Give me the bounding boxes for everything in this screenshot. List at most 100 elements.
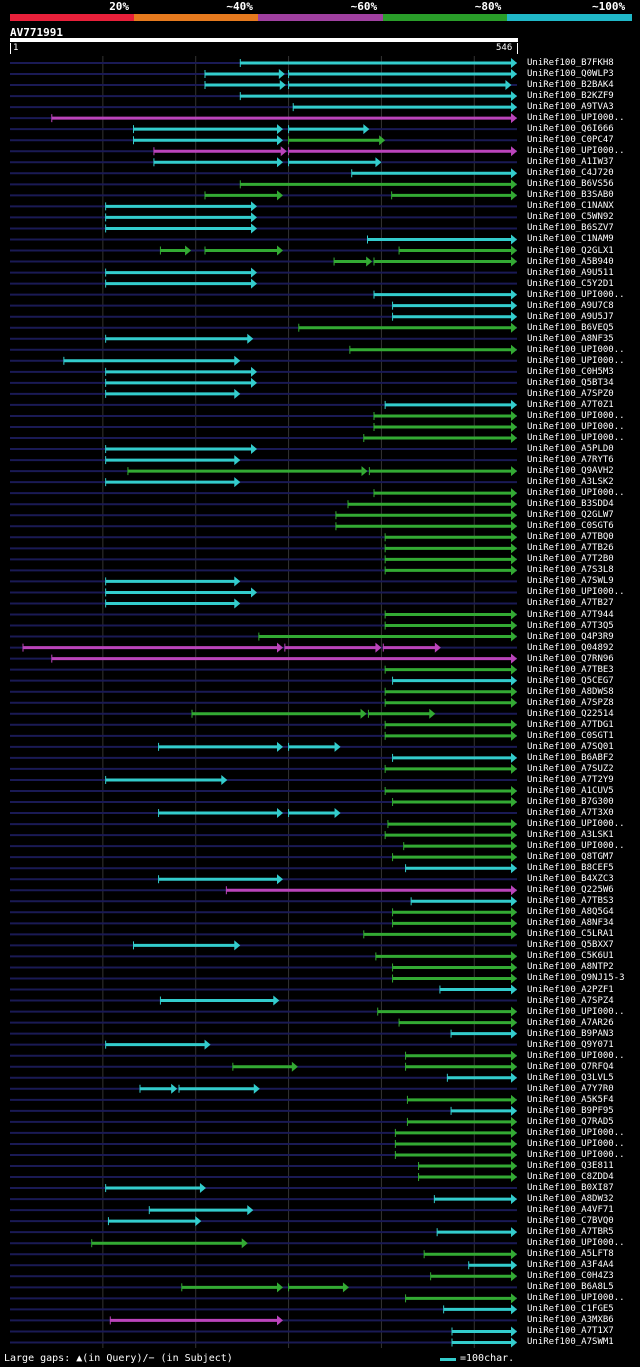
hit-label[interactable]: UniRef100_B4XZC3 bbox=[527, 874, 614, 885]
hit-label[interactable]: UniRef100_A7TBQ0 bbox=[527, 532, 614, 543]
hit-label[interactable]: UniRef100_A7SWL9 bbox=[527, 576, 614, 587]
hit-label[interactable]: UniRef100_A7T1X7 bbox=[527, 1326, 614, 1337]
hit-label[interactable]: UniRef100_Q9AVH2 bbox=[527, 466, 614, 477]
hit-label[interactable]: UniRef100_A3LSK2 bbox=[527, 477, 614, 488]
hit-label[interactable]: UniRef100_A3MXB6 bbox=[527, 1315, 614, 1326]
hit-label[interactable]: UniRef100_Q04892 bbox=[527, 642, 614, 653]
hit-label[interactable]: UniRef100_A7TDG1 bbox=[527, 719, 614, 730]
hit-label[interactable]: UniRef100_Q0WLP3 bbox=[527, 69, 614, 80]
hit-label[interactable]: UniRef100_UPI000.. bbox=[527, 146, 625, 157]
hit-label[interactable]: UniRef100_B6VEQ5 bbox=[527, 322, 614, 333]
hit-label[interactable]: UniRef100_A1CUV5 bbox=[527, 785, 614, 796]
hit-label[interactable]: UniRef100_A7TB26 bbox=[527, 543, 614, 554]
hit-label[interactable]: UniRef100_A9U5J7 bbox=[527, 311, 614, 322]
hit-label[interactable]: UniRef100_A7TBS3 bbox=[527, 896, 614, 907]
hit-label[interactable]: UniRef100_Q3LVL5 bbox=[527, 1072, 614, 1083]
hit-label[interactable]: UniRef100_A2PZF1 bbox=[527, 984, 614, 995]
hit-label[interactable]: UniRef100_UPI000.. bbox=[527, 344, 625, 355]
hit-label[interactable]: UniRef100_C7BVQ0 bbox=[527, 1216, 614, 1227]
hit-label[interactable]: UniRef100_UPI000.. bbox=[527, 1127, 625, 1138]
hit-label[interactable]: UniRef100_B7G300 bbox=[527, 797, 614, 807]
hit-label[interactable]: UniRef100_A7TB27 bbox=[527, 598, 614, 609]
hit-label[interactable]: UniRef100_A7T944 bbox=[527, 609, 614, 620]
hit-label[interactable]: UniRef100_A7Y7R0 bbox=[527, 1083, 614, 1094]
hit-label[interactable]: UniRef100_C1NANX bbox=[527, 201, 614, 212]
hit-label[interactable]: UniRef100_Q7RN96 bbox=[527, 653, 614, 664]
hit-label[interactable]: UniRef100_Q8TGM7 bbox=[527, 852, 614, 863]
hit-label[interactable]: UniRef100_Q3E811 bbox=[527, 1161, 614, 1171]
hit-label[interactable]: UniRef100_C0H4Z3 bbox=[527, 1271, 614, 1282]
hit-label[interactable]: UniRef100_A7AR26 bbox=[527, 1017, 614, 1028]
hit-label[interactable]: UniRef100_UPI000.. bbox=[527, 1238, 625, 1249]
hit-label[interactable]: UniRef100_C4J720 bbox=[527, 168, 614, 179]
hit-label[interactable]: UniRef100_Q7RFQ4 bbox=[527, 1061, 614, 1072]
hit-label[interactable]: UniRef100_Q225W6 bbox=[527, 885, 614, 896]
hit-label[interactable]: UniRef100_A7S3L8 bbox=[527, 565, 614, 576]
hit-label[interactable]: UniRef100_Q22514 bbox=[527, 708, 614, 719]
hit-label[interactable]: UniRef100_A4VF71 bbox=[527, 1205, 614, 1216]
hit-label[interactable]: UniRef100_A5K5F4 bbox=[527, 1094, 614, 1105]
hit-label[interactable]: UniRef100_A7T0Z1 bbox=[527, 399, 614, 410]
hit-label[interactable]: UniRef100_B6ABF2 bbox=[527, 752, 614, 763]
hit-label[interactable]: UniRef100_UPI000.. bbox=[527, 1293, 625, 1304]
hit-label[interactable]: UniRef100_A7RYT6 bbox=[527, 455, 614, 466]
hit-label[interactable]: UniRef100_Q6I666 bbox=[527, 124, 614, 135]
hit-label[interactable]: UniRef100_C0SGT1 bbox=[527, 730, 614, 741]
hit-label[interactable]: UniRef100_UPI000.. bbox=[527, 1050, 625, 1061]
hit-label[interactable]: UniRef100_C5WN92 bbox=[527, 212, 614, 223]
hit-label[interactable]: UniRef100_UPI000.. bbox=[527, 113, 625, 124]
hit-label[interactable]: UniRef100_UPI000.. bbox=[527, 1138, 625, 1149]
hit-label[interactable]: UniRef100_UPI000.. bbox=[527, 421, 625, 432]
hit-label[interactable]: UniRef100_B2BAK4 bbox=[527, 80, 614, 91]
hit-label[interactable]: UniRef100_A7T2B0 bbox=[527, 554, 614, 565]
hit-label[interactable]: UniRef100_C0H5M3 bbox=[527, 366, 614, 377]
hit-label[interactable]: UniRef100_A7T3X0 bbox=[527, 808, 614, 819]
hit-label[interactable]: UniRef100_Q7RAD5 bbox=[527, 1116, 614, 1127]
hit-label[interactable]: UniRef100_A8NTP2 bbox=[527, 962, 614, 973]
hit-label[interactable]: UniRef100_UPI000.. bbox=[527, 289, 625, 300]
hit-label[interactable]: UniRef100_Q2GLW7 bbox=[527, 510, 614, 521]
hit-label[interactable]: UniRef100_A7SPZ8 bbox=[527, 697, 614, 708]
hit-label[interactable]: UniRef100_UPI000.. bbox=[527, 819, 625, 830]
hit-label[interactable]: UniRef100_C0PC47 bbox=[527, 135, 614, 146]
hit-label[interactable]: UniRef100_A9U7C8 bbox=[527, 300, 614, 311]
hit-label[interactable]: UniRef100_UPI000.. bbox=[527, 355, 625, 366]
hit-label[interactable]: UniRef100_UPI000.. bbox=[527, 488, 625, 499]
hit-label[interactable]: UniRef100_B7FKH8 bbox=[527, 58, 614, 68]
hit-label[interactable]: UniRef100_B8CEF5 bbox=[527, 863, 614, 874]
hit-label[interactable]: UniRef100_C5Y2D1 bbox=[527, 278, 614, 289]
hit-label[interactable]: UniRef100_A8NF35 bbox=[527, 333, 614, 344]
hit-label[interactable]: UniRef100_B6VS56 bbox=[527, 179, 614, 190]
hit-label[interactable]: UniRef100_Q4P3R9 bbox=[527, 631, 614, 642]
hit-label[interactable]: UniRef100_A9U511 bbox=[527, 267, 614, 278]
hit-label[interactable]: UniRef100_B3SAB0 bbox=[527, 190, 614, 201]
hit-label[interactable]: UniRef100_A5LFT8 bbox=[527, 1249, 614, 1260]
hit-label[interactable]: UniRef100_A3F4A4 bbox=[527, 1260, 614, 1271]
hit-label[interactable]: UniRef100_A3LSK1 bbox=[527, 830, 614, 841]
hit-label[interactable]: UniRef100_Q5BXX7 bbox=[527, 940, 614, 951]
hit-label[interactable]: UniRef100_A8NF34 bbox=[527, 918, 614, 929]
hit-label[interactable]: UniRef100_A7SUZ2 bbox=[527, 763, 614, 774]
hit-label[interactable]: UniRef100_Q9Y071 bbox=[527, 1039, 614, 1050]
hit-label[interactable]: UniRef100_A7TBE3 bbox=[527, 664, 614, 675]
hit-label[interactable]: UniRef100_Q5BT34 bbox=[527, 377, 614, 388]
hit-label[interactable]: UniRef100_A7TBR5 bbox=[527, 1227, 614, 1238]
hit-label[interactable]: UniRef100_A7T2Y9 bbox=[527, 774, 614, 785]
hit-label[interactable]: UniRef100_A8DWS8 bbox=[527, 686, 614, 697]
hit-label[interactable]: UniRef100_A1IW37 bbox=[527, 157, 614, 168]
hit-label[interactable]: UniRef100_B2KZF9 bbox=[527, 91, 614, 102]
hit-label[interactable]: UniRef100_Q9NJ15-3 bbox=[527, 973, 625, 984]
hit-label[interactable]: UniRef100_C0SGT6 bbox=[527, 521, 614, 532]
hit-label[interactable]: UniRef100_A5B940 bbox=[527, 256, 614, 267]
hit-label[interactable]: UniRef100_A7SPZ0 bbox=[527, 388, 614, 399]
hit-label[interactable]: UniRef100_A7SQ01 bbox=[527, 741, 614, 752]
hit-label[interactable]: UniRef100_UPI000.. bbox=[527, 587, 625, 598]
hit-label[interactable]: UniRef100_A8Q5G4 bbox=[527, 907, 614, 918]
hit-label[interactable]: UniRef100_Q2GLX1 bbox=[527, 245, 614, 256]
hit-label[interactable]: UniRef100_B9PAN3 bbox=[527, 1028, 614, 1039]
hit-label[interactable]: UniRef100_UPI000.. bbox=[527, 1006, 625, 1017]
hit-label[interactable]: UniRef100_C5LRA1 bbox=[527, 929, 614, 940]
hit-label[interactable]: UniRef100_UPI000.. bbox=[527, 433, 625, 444]
hit-label[interactable]: UniRef100_A8DW32 bbox=[527, 1194, 614, 1205]
hit-label[interactable]: UniRef100_UPI000.. bbox=[527, 410, 625, 421]
